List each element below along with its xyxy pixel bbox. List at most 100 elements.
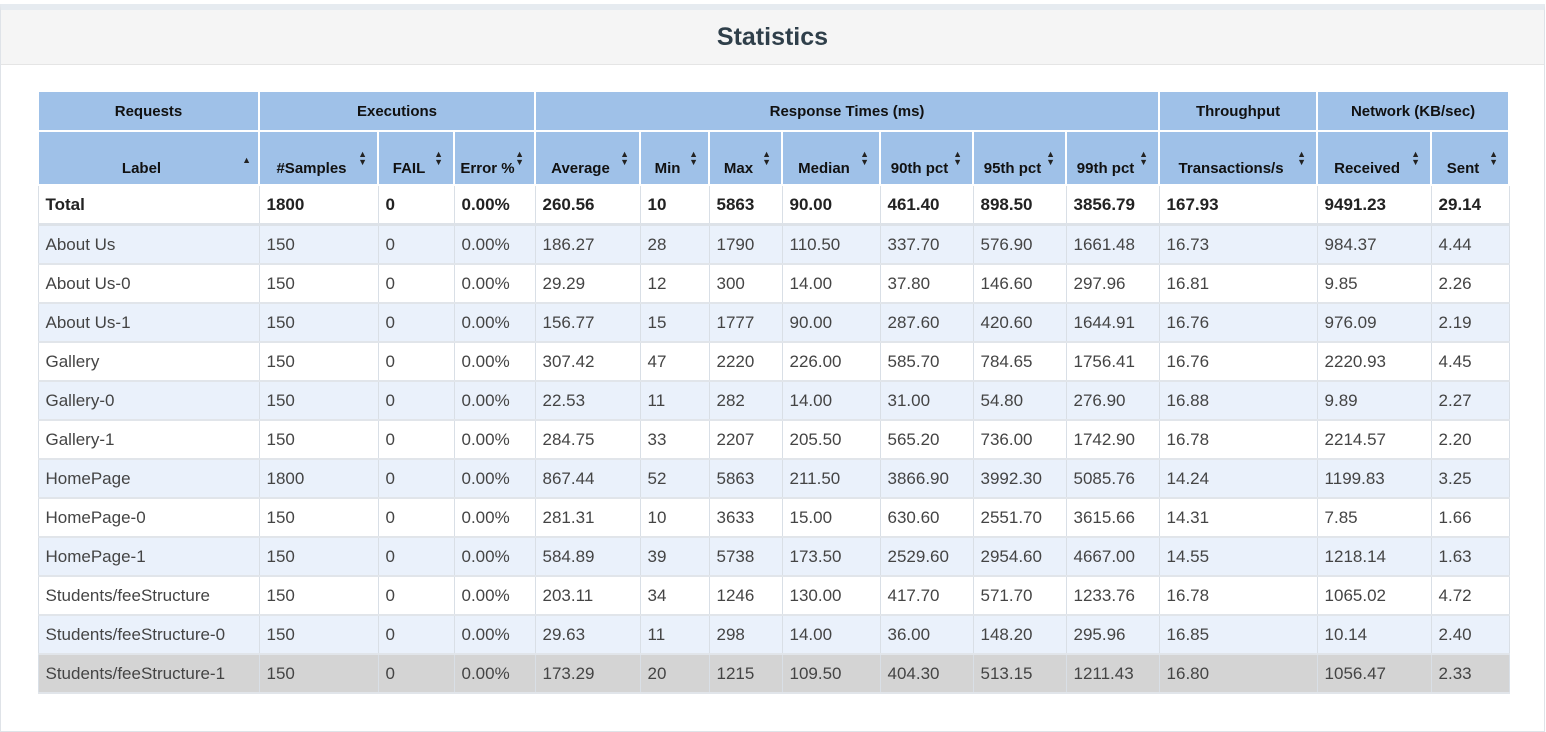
total-row[interactable]: Total 1800 0 0.00% 260.56 10 5863 90.00 461.40 89… xyxy=(37,184,1510,226)
column-header-99th-pct[interactable]: 99th pct ▲ ▼ xyxy=(1064,130,1161,186)
cell-transactions-s: 16.76 xyxy=(1158,341,1318,382)
column-header-median[interactable]: Median ▲ ▼ xyxy=(781,130,881,186)
table-row[interactable]: About Us 150 0 0.00% 186.27 28 1790 110.50 337.7… xyxy=(37,224,1510,265)
cell-median: 90.00 xyxy=(781,184,881,226)
table-row[interactable]: Students/feeStructure-1 150 0 0.00% 173.29 20… xyxy=(37,653,1510,694)
sort-both-icon[interactable]: ▲ ▼ xyxy=(762,149,771,167)
cell-label: Gallery xyxy=(37,341,260,382)
column-header-label: #Samples xyxy=(276,160,347,177)
sort-both-icon[interactable]: ▲ ▼ xyxy=(953,149,962,167)
cell-samples: 150 xyxy=(258,575,379,616)
cell-95th-pct: 148.20 xyxy=(972,614,1067,655)
cell-samples: 1800 xyxy=(258,184,379,226)
table-row[interactable]: HomePage-0 150 0 0.00% 281.31 10 3633 15.00 630.… xyxy=(37,497,1510,538)
sort-ascending-icon[interactable]: ▲ xyxy=(242,155,251,165)
column-header-sent[interactable]: Sent ▲ ▼ xyxy=(1430,130,1511,186)
table-row[interactable]: HomePage-1 150 0 0.00% 584.89 39 5738 173.50 252… xyxy=(37,536,1510,577)
cell-sent: 2.40 xyxy=(1430,614,1510,655)
cell-fail: 0 xyxy=(377,263,455,304)
cell-median: 205.50 xyxy=(781,419,881,460)
group-header-requests: Requests xyxy=(37,90,260,132)
cell-transactions-s: 16.80 xyxy=(1158,653,1318,694)
table-row[interactable]: Students/feeStructure 150 0 0.00% 203.11 34 12… xyxy=(37,575,1510,616)
column-header-received[interactable]: Received ▲ ▼ xyxy=(1316,130,1433,186)
sort-both-icon[interactable]: ▲ ▼ xyxy=(1139,149,1149,167)
table-row[interactable]: HomePage 1800 0 0.00% 867.44 52 5863 211.50 3866… xyxy=(37,458,1510,499)
cell-99th-pct: 1661.48 xyxy=(1065,224,1160,265)
cell-sent: 4.45 xyxy=(1430,341,1510,382)
cell-error: 0.00% xyxy=(453,653,536,694)
cell-median: 226.00 xyxy=(781,341,881,382)
column-header-average[interactable]: Average ▲ ▼ xyxy=(534,130,641,186)
cell-error: 0.00% xyxy=(453,536,536,577)
table-row[interactable]: Gallery 150 0 0.00% 307.42 47 2220 226.00 585.70… xyxy=(37,341,1510,382)
cell-99th-pct: 4667.00 xyxy=(1065,536,1160,577)
cell-max: 2207 xyxy=(708,419,783,460)
sort-both-icon[interactable]: ▲ ▼ xyxy=(620,149,629,167)
cell-received: 1056.47 xyxy=(1316,653,1432,694)
cell-max: 1777 xyxy=(708,302,783,343)
column-header-label: Max xyxy=(723,160,754,177)
cell-max: 300 xyxy=(708,263,783,304)
cell-error: 0.00% xyxy=(453,458,536,499)
sort-both-icon[interactable]: ▲ ▼ xyxy=(515,149,524,167)
cell-max: 1790 xyxy=(708,224,783,265)
cell-error: 0.00% xyxy=(453,497,536,538)
cell-min: 10 xyxy=(639,184,710,226)
column-header-min[interactable]: Min ▲ ▼ xyxy=(639,130,710,186)
group-header-throughput: Throughput xyxy=(1158,90,1319,132)
column-header-samples[interactable]: #Samples ▲ ▼ xyxy=(258,130,379,186)
column-header-error[interactable]: Error % ▲ ▼ xyxy=(453,130,536,186)
cell-samples: 150 xyxy=(258,497,379,538)
table-row[interactable]: About Us-0 150 0 0.00% 29.29 12 300 14.00 37.80 1… xyxy=(37,263,1510,304)
table-row[interactable]: Students/feeStructure-0 150 0 0.00% 29.63 11 2… xyxy=(37,614,1510,655)
sort-both-icon[interactable]: ▲ ▼ xyxy=(358,149,367,167)
cell-label: About Us-1 xyxy=(37,302,260,343)
column-header-label: Median xyxy=(798,160,850,177)
table-row[interactable]: About Us-1 150 0 0.00% 156.77 15 1777 90.00 287.… xyxy=(37,302,1510,343)
column-header-transactions-s[interactable]: Transactions/s ▲ ▼ xyxy=(1158,130,1319,186)
group-header-executions: Executions xyxy=(258,90,536,132)
sort-both-icon[interactable]: ▲ ▼ xyxy=(689,149,698,167)
cell-95th-pct: 736.00 xyxy=(972,419,1067,460)
cell-max: 5863 xyxy=(708,458,783,499)
cell-99th-pct: 3615.66 xyxy=(1065,497,1160,538)
cell-sent: 1.66 xyxy=(1430,497,1510,538)
statistics-table: Requests Executions Response Times (ms) Thr… xyxy=(37,90,1511,694)
cell-error: 0.00% xyxy=(453,184,536,226)
cell-average: 29.63 xyxy=(534,614,641,655)
cell-95th-pct: 2551.70 xyxy=(972,497,1067,538)
sort-both-icon[interactable]: ▲ ▼ xyxy=(1489,149,1499,167)
cell-fail: 0 xyxy=(377,224,455,265)
cell-fail: 0 xyxy=(377,302,455,343)
sort-both-icon[interactable]: ▲ ▼ xyxy=(1046,149,1055,167)
column-header-95th-pct[interactable]: 95th pct ▲ ▼ xyxy=(972,130,1067,186)
cell-90th-pct: 2529.60 xyxy=(879,536,974,577)
sort-both-icon[interactable]: ▲ ▼ xyxy=(1411,149,1421,167)
table-row[interactable]: Gallery-0 150 0 0.00% 22.53 11 282 14.00 31.00 54… xyxy=(37,380,1510,421)
cell-transactions-s: 16.78 xyxy=(1158,575,1318,616)
cell-95th-pct: 513.15 xyxy=(972,653,1067,694)
cell-average: 584.89 xyxy=(534,536,641,577)
cell-fail: 0 xyxy=(377,380,455,421)
cell-max: 2220 xyxy=(708,341,783,382)
sort-both-icon[interactable]: ▲ ▼ xyxy=(860,149,869,167)
column-header-max[interactable]: Max ▲ ▼ xyxy=(708,130,783,186)
cell-label: Gallery-0 xyxy=(37,380,260,421)
sort-both-icon[interactable]: ▲ ▼ xyxy=(1297,149,1307,167)
column-header-label[interactable]: Label ▲ xyxy=(37,130,260,186)
cell-95th-pct: 54.80 xyxy=(972,380,1067,421)
cell-sent: 2.26 xyxy=(1430,263,1510,304)
column-header-fail[interactable]: FAIL ▲ ▼ xyxy=(377,130,455,186)
cell-transactions-s: 14.24 xyxy=(1158,458,1318,499)
cell-label: Total xyxy=(37,184,260,226)
cell-min: 34 xyxy=(639,575,710,616)
table-row[interactable]: Gallery-1 150 0 0.00% 284.75 33 2207 205.50 565.… xyxy=(37,419,1510,460)
cell-min: 47 xyxy=(639,341,710,382)
cell-sent: 2.27 xyxy=(1430,380,1510,421)
sort-both-icon[interactable]: ▲ ▼ xyxy=(434,149,443,167)
column-header-90th-pct[interactable]: 90th pct ▲ ▼ xyxy=(879,130,974,186)
cell-90th-pct: 37.80 xyxy=(879,263,974,304)
column-header-label: Min xyxy=(654,160,681,177)
cell-samples: 150 xyxy=(258,419,379,460)
